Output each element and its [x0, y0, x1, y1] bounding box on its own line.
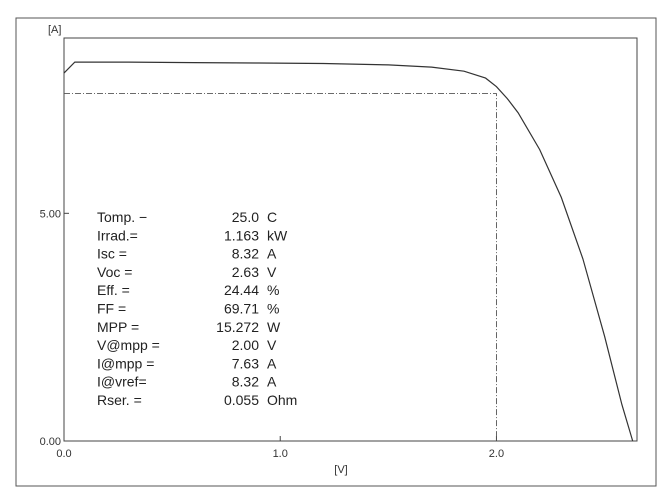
- param-value: 7.63: [232, 355, 259, 371]
- param-value: 0.055: [224, 392, 259, 408]
- param-unit: A: [267, 355, 277, 371]
- param-value: 8.32: [232, 246, 259, 262]
- x-tick-label: 1.0: [273, 448, 288, 460]
- param-unit: W: [267, 319, 281, 335]
- param-unit: V: [267, 337, 277, 353]
- chart-frame: [15, 17, 657, 487]
- y-tick-label: 0.00: [40, 436, 61, 448]
- param-name: Irrad.=: [97, 227, 138, 243]
- parameter-table: Tomp. − 25.0 C Irrad.= 1.163 kW Isc = 8.32 A Voc …: [97, 209, 297, 408]
- param-unit: C: [267, 209, 277, 225]
- param-name: Isc =: [97, 246, 127, 262]
- param-name: FF =: [97, 301, 126, 317]
- param-value: 1.163: [224, 227, 259, 243]
- axis-ticks: 0.0 1.0 2.0 0.00 5.00: [40, 208, 505, 460]
- param-value: 69.71: [224, 301, 259, 317]
- param-value: 24.44: [224, 282, 259, 298]
- mpp-crosshair: [64, 93, 497, 441]
- param-unit: Ohm: [267, 392, 297, 408]
- param-name: I@mpp =: [97, 355, 154, 371]
- param-value: 15.272: [216, 319, 259, 335]
- param-name: Voc =: [97, 264, 132, 280]
- y-axis-label: [A]: [48, 24, 61, 36]
- param-unit: A: [267, 374, 277, 390]
- x-tick-label: 0.0: [56, 448, 71, 460]
- param-name: MPP =: [97, 319, 139, 335]
- iv-series-line: [63, 61, 634, 442]
- x-tick-label: 2.0: [489, 448, 504, 460]
- param-value: 8.32: [232, 374, 259, 390]
- param-value: 2.63: [232, 264, 259, 280]
- param-unit: %: [267, 282, 279, 298]
- plot-area: [63, 37, 638, 442]
- param-unit: V: [267, 264, 277, 280]
- y-tick-label: 5.00: [40, 208, 61, 220]
- param-value: 25.0: [232, 209, 259, 225]
- param-name: V@mpp =: [97, 337, 160, 353]
- param-name: Eff. =: [97, 282, 130, 298]
- param-name: Rser. =: [97, 392, 142, 408]
- param-unit: %: [267, 301, 279, 317]
- param-name: I@vref=: [97, 374, 147, 390]
- param-unit: kW: [267, 227, 288, 243]
- param-value: 2.00: [232, 337, 259, 353]
- x-axis-label: [V]: [334, 464, 347, 476]
- param-unit: A: [267, 246, 277, 262]
- param-name: Tomp. −: [97, 209, 147, 225]
